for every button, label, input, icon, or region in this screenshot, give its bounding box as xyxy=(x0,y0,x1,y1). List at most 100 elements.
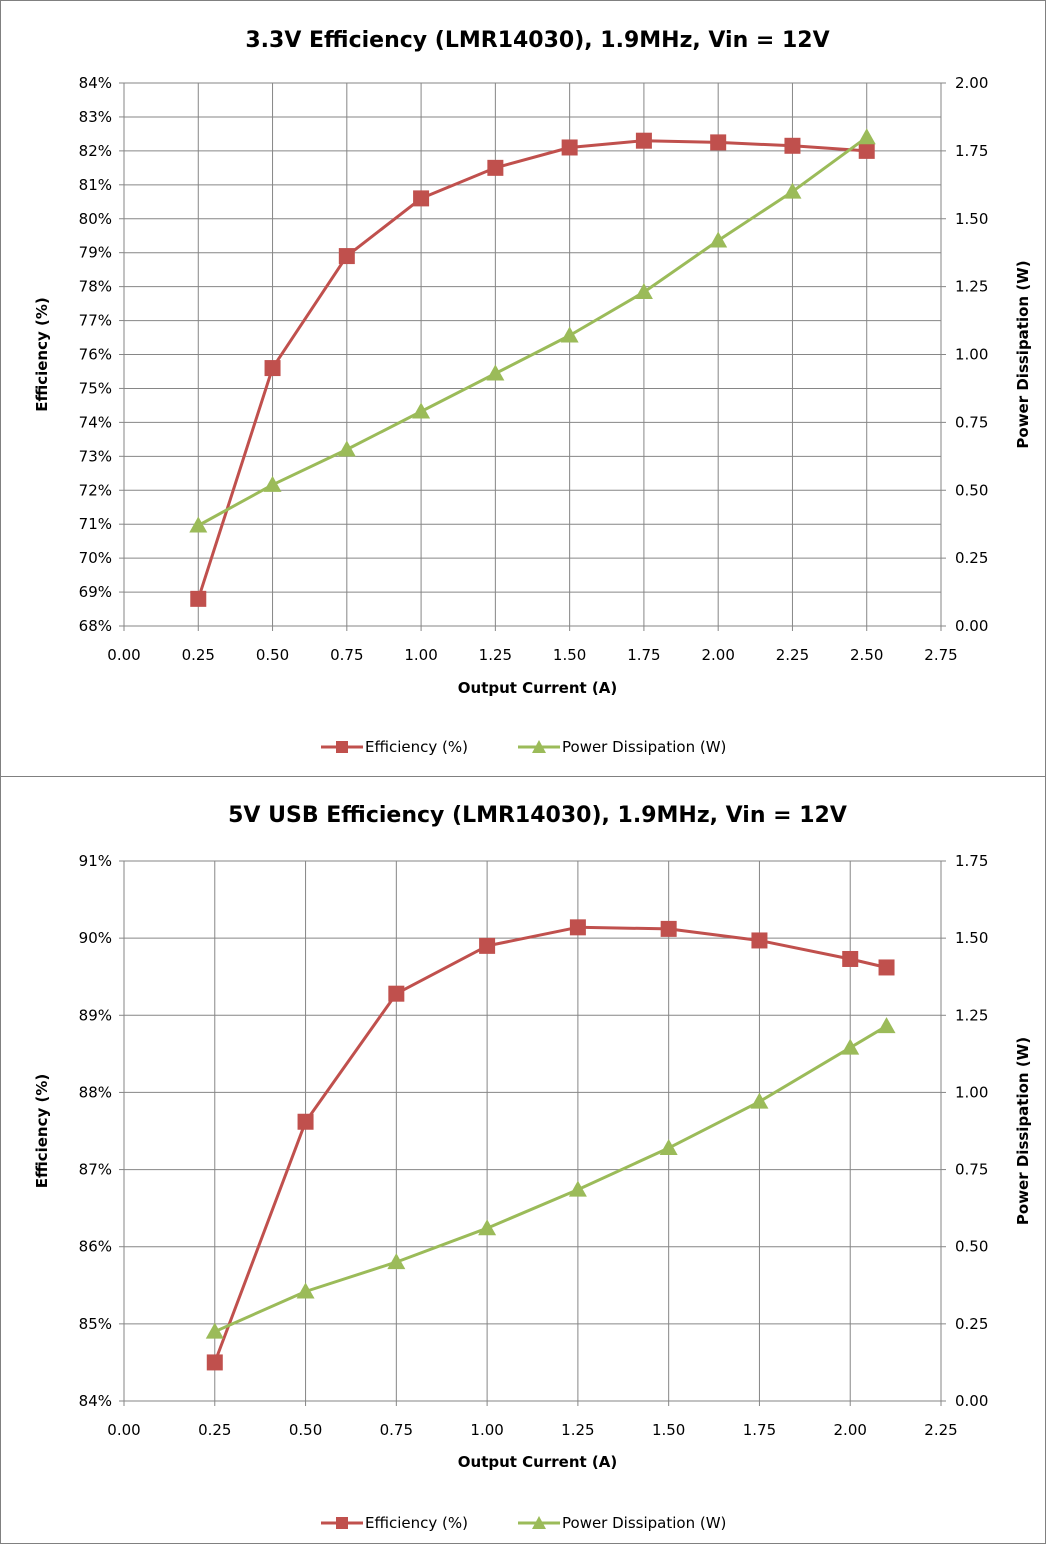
y-tick-label: 84% xyxy=(79,1392,112,1410)
power-dissipation-point xyxy=(659,1138,678,1155)
legend-label: Efficiency (%) xyxy=(365,1514,468,1532)
plot-area xyxy=(123,860,942,1402)
power-dissipation-point xyxy=(486,364,505,381)
y-tick-label: 83% xyxy=(79,108,112,126)
efficiency-point xyxy=(388,985,405,1002)
x-tick-label: 1.75 xyxy=(743,1421,776,1439)
y-tick-label: 70% xyxy=(79,549,112,567)
y2-tick-label: 2.00 xyxy=(955,74,988,92)
y-tick-label: 69% xyxy=(79,583,112,601)
y2-tick-label: 0.50 xyxy=(955,1238,988,1256)
power-dissipation-line xyxy=(214,1024,888,1333)
y-tick-label: 77% xyxy=(79,312,112,330)
y-tick-label: 79% xyxy=(79,244,112,262)
y-tick-label: 81% xyxy=(79,176,112,194)
y-tick-label: 85% xyxy=(79,1315,112,1333)
y-tick-label: 73% xyxy=(79,447,112,465)
power-dissipation-point xyxy=(205,1322,224,1339)
y-tick-label: 84% xyxy=(79,74,112,92)
x-tick-label: 2.50 xyxy=(850,646,883,664)
x-tick-label: 0.25 xyxy=(198,1421,231,1439)
chart-svg: 3.3V Efficiency (LMR14030), 1.9MHz, Vin … xyxy=(33,28,1032,756)
x-tick-label: 0.75 xyxy=(380,1421,413,1439)
x-tick-label: 2.25 xyxy=(924,1421,957,1439)
y2-axis-label: Power Dissipation (W) xyxy=(1014,260,1032,448)
efficiency-point xyxy=(413,190,430,207)
efficiency-line xyxy=(213,925,887,1363)
power-dissipation-point xyxy=(296,1282,315,1299)
x-tick-label: 0.75 xyxy=(330,646,363,664)
y-tick-label: 68% xyxy=(79,617,112,635)
y-tick-label: 80% xyxy=(79,210,112,228)
y-tick-label: 87% xyxy=(79,1161,112,1179)
x-tick-label: 0.00 xyxy=(107,646,140,664)
power-dissipation-point xyxy=(189,516,208,533)
power-dissipation-point xyxy=(841,1038,860,1055)
power-dissipation-point xyxy=(877,1017,896,1034)
power-dissipation-point xyxy=(857,128,876,145)
efficiency-point xyxy=(842,950,859,967)
efficiency-point xyxy=(660,920,677,937)
x-tick-label: 2.00 xyxy=(701,646,734,664)
legend-marker-triangle xyxy=(532,1516,546,1529)
y2-tick-label: 1.50 xyxy=(955,210,988,228)
chart-title: 3.3V Efficiency (LMR14030), 1.9MHz, Vin … xyxy=(245,28,829,53)
y2-tick-label: 0.75 xyxy=(955,413,988,431)
efficiency-point xyxy=(751,932,768,949)
power-dissipation-point xyxy=(387,1253,406,1270)
y-tick-label: 72% xyxy=(79,481,112,499)
x-tick-label: 2.75 xyxy=(924,646,957,664)
legend-label: Power Dissipation (W) xyxy=(562,738,726,756)
chart-svg: 5V USB Efficiency (LMR14030), 1.9MHz, Vi… xyxy=(33,803,1032,1532)
efficiency-point xyxy=(487,159,504,176)
legend-label: Efficiency (%) xyxy=(365,738,468,756)
y2-tick-label: 0.25 xyxy=(955,1315,988,1333)
plot-area xyxy=(123,82,942,627)
x-tick-label: 1.25 xyxy=(561,1421,594,1439)
x-tick-label: 0.00 xyxy=(107,1421,140,1439)
y-tick-label: 71% xyxy=(79,515,112,533)
power-dissipation-point xyxy=(634,283,653,300)
chart-title: 5V USB Efficiency (LMR14030), 1.9MHz, Vi… xyxy=(228,803,847,828)
y2-tick-label: 0.50 xyxy=(955,481,988,499)
x-tick-label: 1.00 xyxy=(404,646,437,664)
power-dissipation-point xyxy=(560,326,579,343)
x-axis-label: Output Current (A) xyxy=(458,1453,617,1471)
y2-tick-label: 1.50 xyxy=(955,929,988,947)
efficiency-line xyxy=(196,139,867,600)
power-dissipation-point xyxy=(783,182,802,199)
y2-tick-label: 0.00 xyxy=(955,617,988,635)
efficiency-point xyxy=(206,1354,223,1371)
efficiency-point xyxy=(569,919,586,936)
efficiency-point xyxy=(264,360,281,377)
y2-tick-label: 0.75 xyxy=(955,1161,988,1179)
efficiency-point xyxy=(479,937,496,954)
efficiency-point xyxy=(561,139,578,156)
y-tick-label: 86% xyxy=(79,1238,112,1256)
efficiency-point xyxy=(297,1113,314,1130)
y-tick-label: 75% xyxy=(79,379,112,397)
y2-tick-label: 1.75 xyxy=(955,852,988,870)
legend-marker-triangle xyxy=(532,740,546,753)
x-tick-label: 2.25 xyxy=(776,646,809,664)
x-tick-label: 0.50 xyxy=(256,646,289,664)
y-tick-label: 90% xyxy=(79,929,112,947)
y-axis-label: Efficiency (%) xyxy=(33,297,51,412)
y2-tick-label: 1.25 xyxy=(955,1006,988,1024)
efficiency-point xyxy=(710,134,727,151)
y-tick-label: 91% xyxy=(79,852,112,870)
efficiency-point xyxy=(878,959,895,976)
power-dissipation-point xyxy=(709,231,728,248)
y-axis-label: Efficiency (%) xyxy=(33,1074,51,1189)
x-axis-label: Output Current (A) xyxy=(458,679,617,697)
y-tick-label: 76% xyxy=(79,346,112,364)
y-tick-label: 89% xyxy=(79,1006,112,1024)
power-dissipation-point xyxy=(412,402,431,419)
x-tick-label: 1.50 xyxy=(553,646,586,664)
power-dissipation-point xyxy=(750,1092,769,1109)
legend-marker-square xyxy=(336,741,348,753)
y2-axis-label: Power Dissipation (W) xyxy=(1014,1037,1032,1225)
x-tick-label: 0.50 xyxy=(289,1421,322,1439)
y2-tick-label: 0.25 xyxy=(955,549,988,567)
